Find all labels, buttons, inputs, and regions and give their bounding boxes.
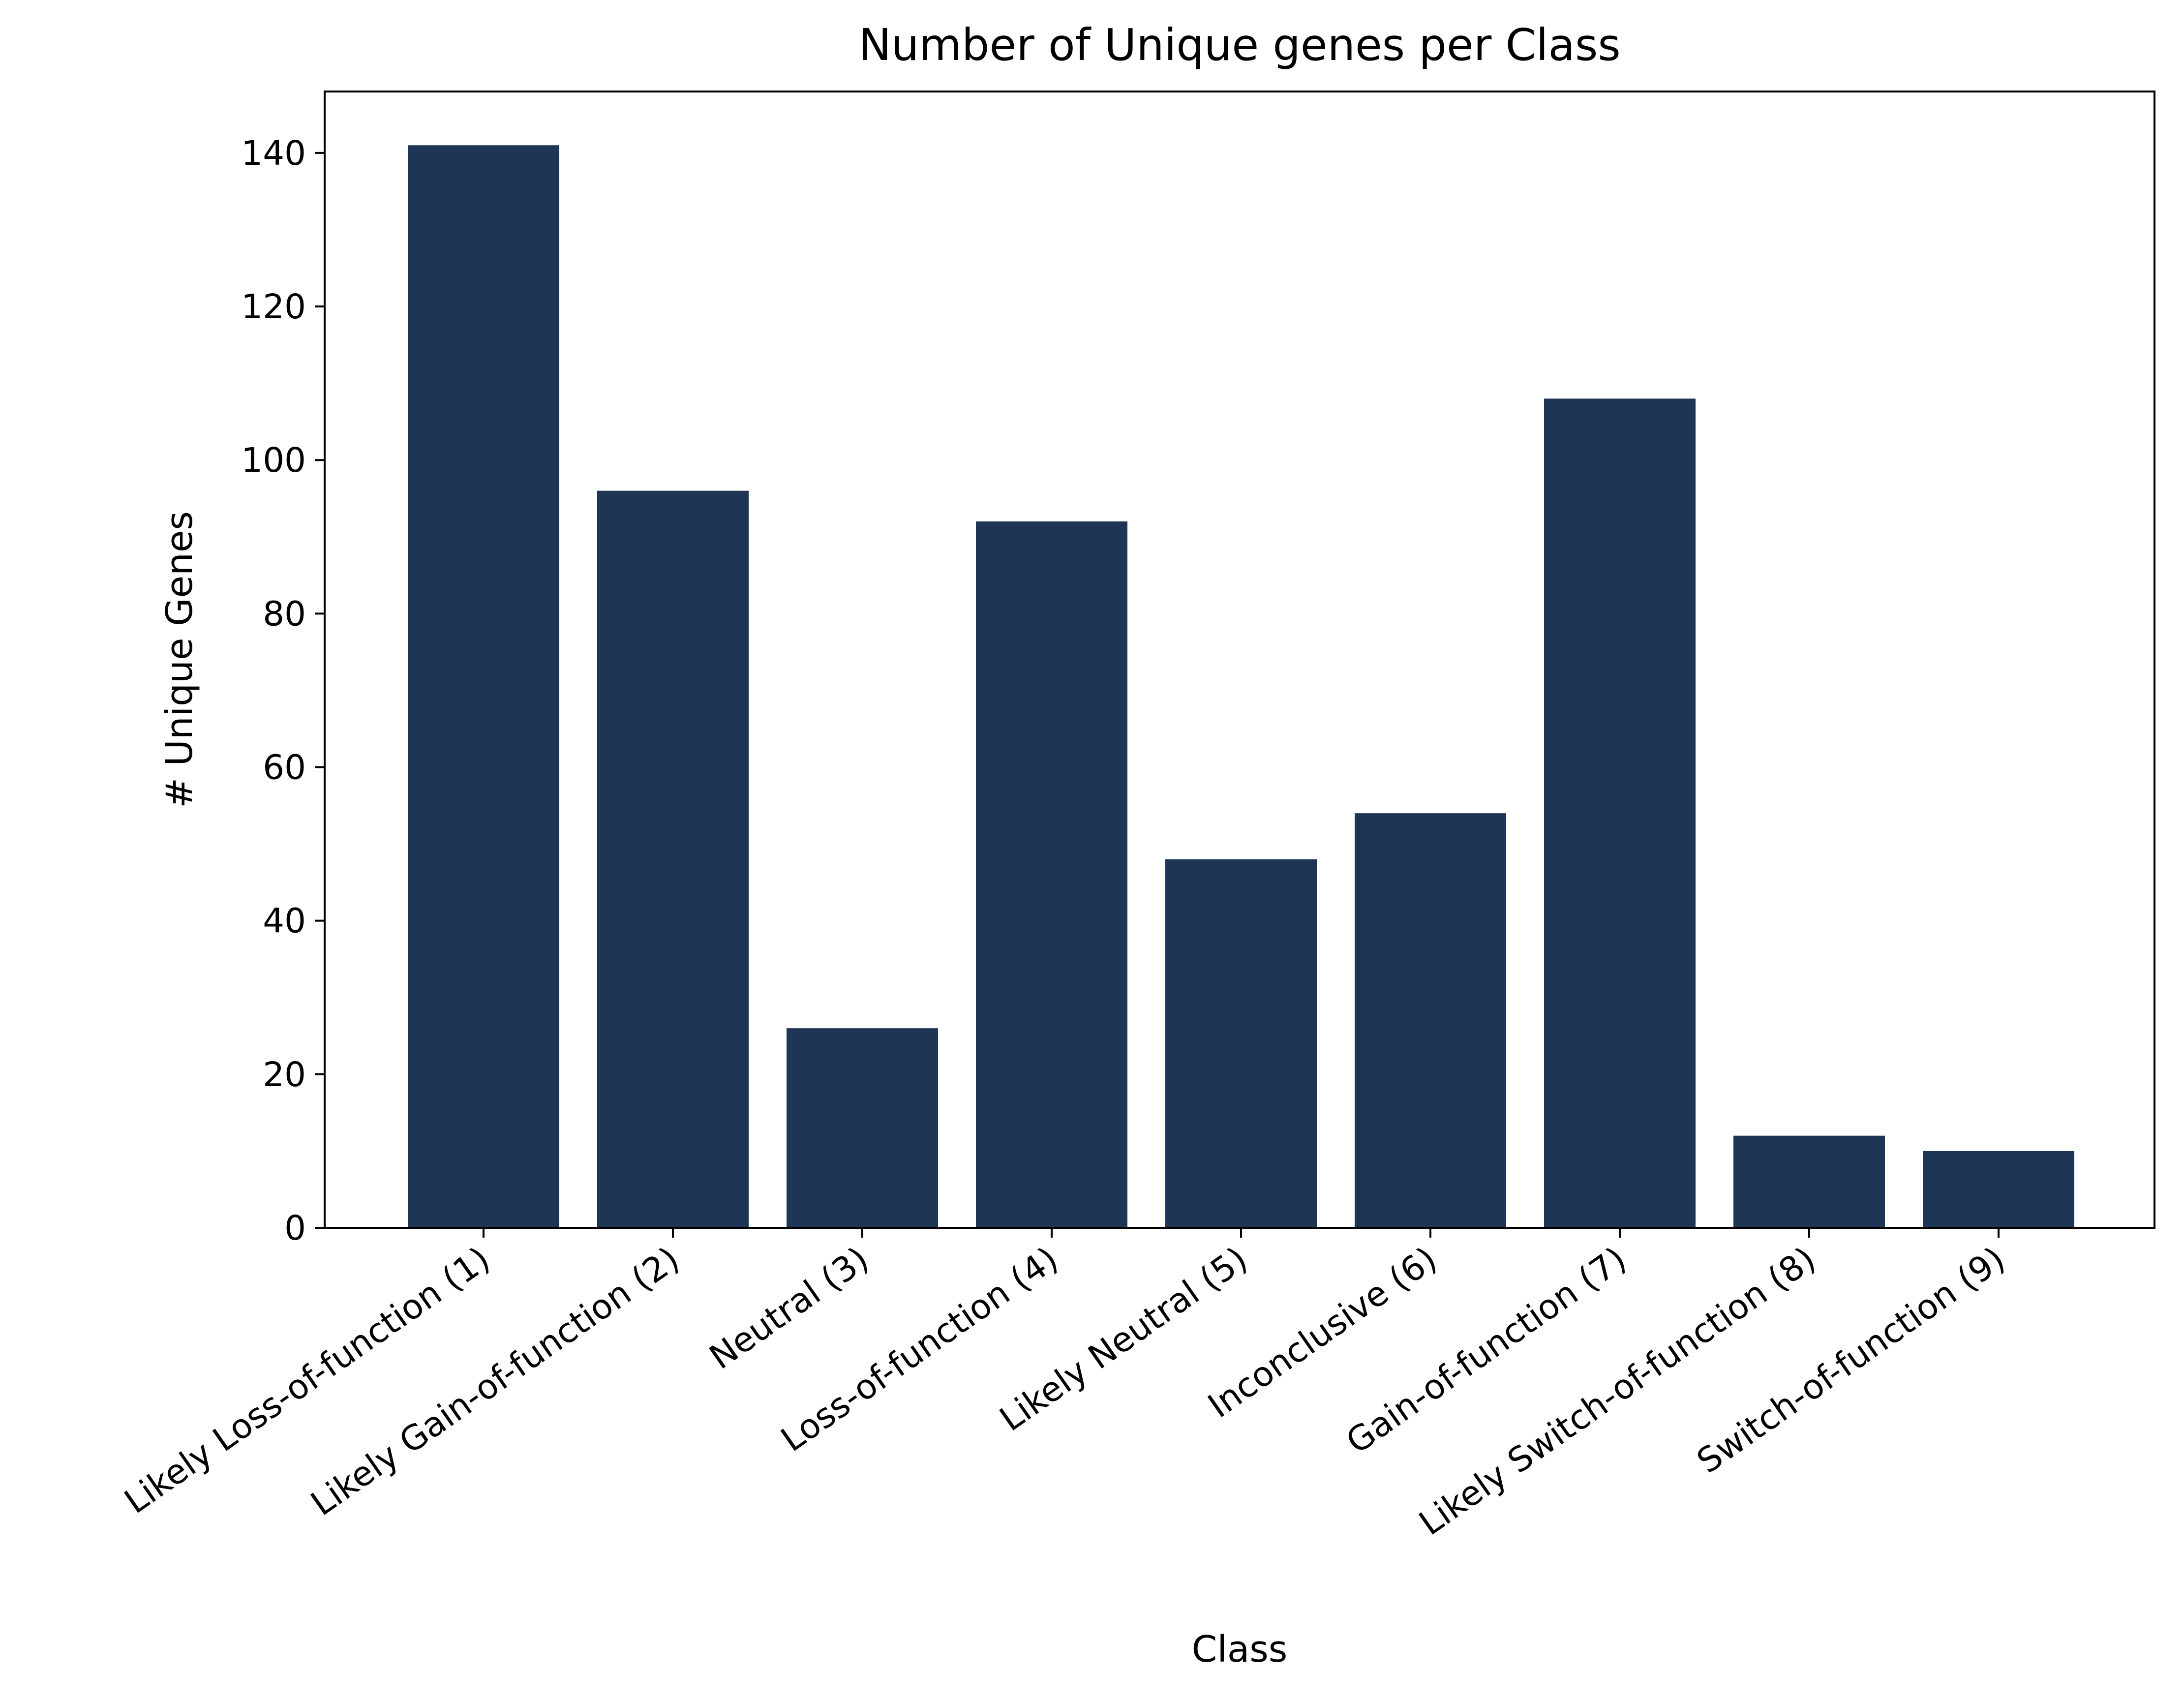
bar (976, 521, 1127, 1228)
x-tick-label: Likely Switch-of-function (8) (1412, 1239, 1823, 1543)
y-tick-label: 140 (241, 134, 306, 173)
y-axis-label: # Unique Genes (158, 511, 201, 808)
y-axis: 0 20 40 60 80 100 120 140 (241, 134, 325, 1248)
x-axis: Likely Loss-of-function (1)Likely Gain-o… (118, 1228, 2012, 1543)
bar (597, 490, 749, 1228)
bar (1923, 1151, 2074, 1228)
plot-frame (324, 91, 2155, 1229)
bar (1733, 1135, 1885, 1228)
x-tick-label: Switch-of-function (9) (1690, 1239, 2012, 1481)
bar (1355, 813, 1506, 1228)
x-tick-label: Neutral (3) (702, 1239, 876, 1377)
y-tick-label: 20 (263, 1055, 306, 1095)
bars-group (408, 145, 2074, 1228)
x-tick-label: Likely Loss-of-function (1) (118, 1239, 497, 1521)
y-tick-label: 60 (263, 748, 306, 788)
y-tick-label: 100 (241, 441, 306, 480)
x-axis-label: Class (1192, 1628, 1288, 1671)
y-tick-label: 0 (284, 1209, 306, 1248)
y-tick-label: 120 (241, 287, 306, 327)
bar (787, 1028, 938, 1228)
chart-title: Number of Unique genes per Class (858, 19, 1620, 70)
y-tick-label: 40 (263, 902, 306, 941)
y-tick-label: 80 (263, 594, 306, 634)
bar (1165, 859, 1317, 1228)
bar (408, 145, 559, 1228)
bar (1544, 398, 1696, 1228)
x-tick-label: Likely Gain-of-function (2) (304, 1239, 687, 1523)
